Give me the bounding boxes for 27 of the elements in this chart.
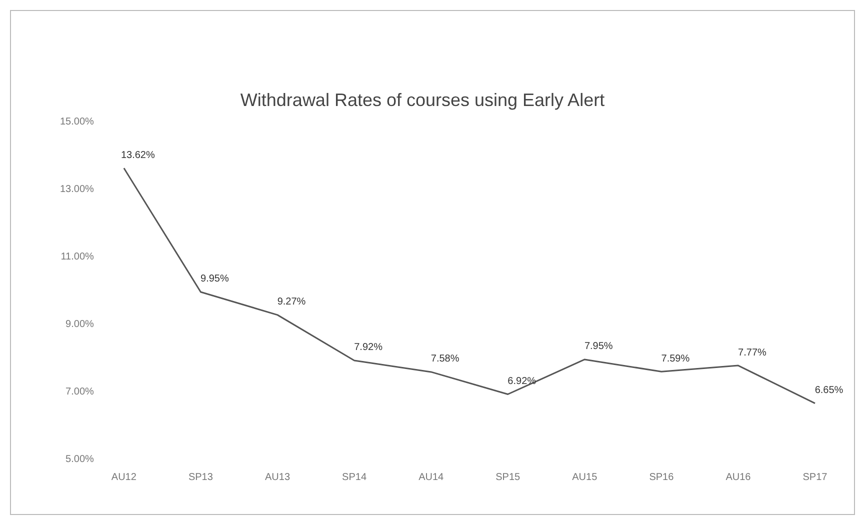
y-tick-label: 5.00% bbox=[66, 454, 94, 465]
x-tick-label: AU13 bbox=[264, 472, 290, 483]
y-tick-label: 7.00% bbox=[66, 386, 94, 398]
x-tick-label: SP13 bbox=[188, 472, 214, 483]
y-tick-label: 13.00% bbox=[60, 184, 94, 195]
x-tick-label: SP15 bbox=[496, 472, 521, 483]
data-label: 7.77% bbox=[738, 347, 766, 358]
x-tick-label: SP17 bbox=[802, 472, 828, 483]
data-label: 7.92% bbox=[354, 342, 383, 354]
data-label: 9.27% bbox=[277, 296, 306, 308]
chart-title: Withdrawal Rates of courses using Early Alert bbox=[240, 90, 605, 110]
data-label: 7.59% bbox=[661, 353, 690, 364]
data-label: 7.58% bbox=[430, 354, 460, 365]
data-label: 6.92% bbox=[508, 376, 536, 387]
x-tick-label: AU15 bbox=[572, 472, 598, 483]
data-label: 7.95% bbox=[584, 341, 613, 352]
y-tick-label: 11.00% bbox=[60, 251, 94, 262]
x-tick-label: AU12 bbox=[111, 472, 137, 483]
y-tick-label: 9.00% bbox=[66, 318, 94, 330]
data-label: 13.62% bbox=[120, 150, 155, 161]
data-label: 9.95% bbox=[200, 274, 229, 285]
x-tick-label: SP14 bbox=[342, 472, 367, 483]
x-tick-label: AU14 bbox=[418, 472, 444, 483]
y-tick-label: 15.00% bbox=[60, 116, 94, 128]
data-label: 6.65% bbox=[814, 385, 844, 396]
x-tick-label: SP16 bbox=[649, 472, 674, 483]
x-tick-label: AU16 bbox=[726, 472, 752, 483]
